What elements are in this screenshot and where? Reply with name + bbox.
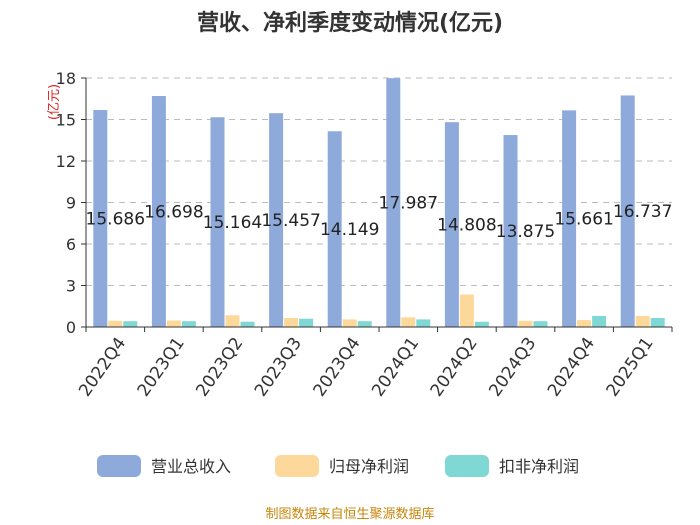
data-label: 15.661 xyxy=(554,210,613,230)
y-unit-label: (亿元) xyxy=(47,84,62,120)
source-note: 制图数据来自恒生聚源数据库 xyxy=(265,506,434,522)
x-tick-label: 2023Q3 xyxy=(251,334,306,401)
x-tick-label: 2024Q3 xyxy=(485,334,540,401)
bar xyxy=(166,320,181,327)
bar xyxy=(562,110,577,327)
y-axis-ticks: 0 3 6 9 12 15 18 xyxy=(56,69,87,337)
data-label: 15.164 xyxy=(203,213,262,233)
bar xyxy=(416,319,431,327)
data-label: 13.875 xyxy=(496,222,555,242)
bar xyxy=(93,110,108,327)
x-tick-label: 2025Q1 xyxy=(603,334,658,401)
bar xyxy=(357,321,372,327)
data-label: 14.149 xyxy=(320,220,379,240)
bar xyxy=(650,318,665,327)
bar xyxy=(444,122,459,327)
x-tick-label: 2024Q2 xyxy=(427,334,482,401)
bar xyxy=(240,321,255,327)
bar xyxy=(592,315,607,327)
bar xyxy=(503,135,518,327)
bar xyxy=(225,315,240,327)
legend-swatch xyxy=(275,455,319,477)
x-tick-label: 2024Q4 xyxy=(544,334,599,401)
bar xyxy=(284,318,299,327)
y-tick-label: 0 xyxy=(66,318,76,337)
data-label: 16.737 xyxy=(613,202,672,222)
data-label: 15.457 xyxy=(261,211,320,231)
bar xyxy=(269,113,284,328)
bar xyxy=(181,321,196,327)
bar xyxy=(210,117,225,328)
data-label: 17.987 xyxy=(379,194,438,214)
bar xyxy=(108,320,123,327)
x-tick-label: 2023Q4 xyxy=(310,334,365,401)
bar xyxy=(151,96,166,327)
legend-label: 扣非净利润 xyxy=(499,457,579,476)
y-tick-label: 18 xyxy=(56,69,76,88)
bar xyxy=(401,317,416,327)
data-label: 15.686 xyxy=(86,210,145,230)
bar xyxy=(474,321,489,327)
bars xyxy=(93,78,665,328)
legend-swatch xyxy=(97,455,141,477)
bar xyxy=(635,315,650,327)
bar xyxy=(518,320,533,327)
bar xyxy=(533,321,548,327)
bar xyxy=(577,320,592,327)
legend-label: 归母净利润 xyxy=(329,457,409,476)
bar xyxy=(327,131,342,327)
x-tick-label: 2022Q4 xyxy=(75,334,130,401)
bar xyxy=(299,318,314,327)
bar xyxy=(620,95,635,327)
data-label: 16.698 xyxy=(144,203,203,223)
y-tick-label: 3 xyxy=(66,277,76,296)
x-tick-label: 2024Q1 xyxy=(368,334,423,401)
bar xyxy=(123,321,138,327)
legend-label: 营业总收入 xyxy=(151,457,231,476)
bar xyxy=(459,294,474,327)
x-axis: 2022Q4 2023Q1 2023Q2 2023Q3 2023Q4 2024Q1 2024… xyxy=(75,326,673,401)
gridlines xyxy=(86,77,672,286)
legend[interactable]: 营业总收入 归母净利润 扣非净利润 xyxy=(97,455,579,477)
y-tick-label: 15 xyxy=(56,111,76,130)
chart-title: 营收、净利季度变动情况(亿元) xyxy=(197,10,503,36)
y-tick-label: 9 xyxy=(66,194,76,213)
y-tick-label: 12 xyxy=(56,152,76,171)
bar xyxy=(386,78,401,327)
bar xyxy=(342,319,357,327)
legend-swatch xyxy=(445,455,489,477)
x-tick-label: 2023Q1 xyxy=(134,334,189,401)
data-label: 14.808 xyxy=(437,216,496,236)
y-tick-label: 6 xyxy=(66,235,76,254)
x-tick-label: 2023Q2 xyxy=(192,334,247,401)
